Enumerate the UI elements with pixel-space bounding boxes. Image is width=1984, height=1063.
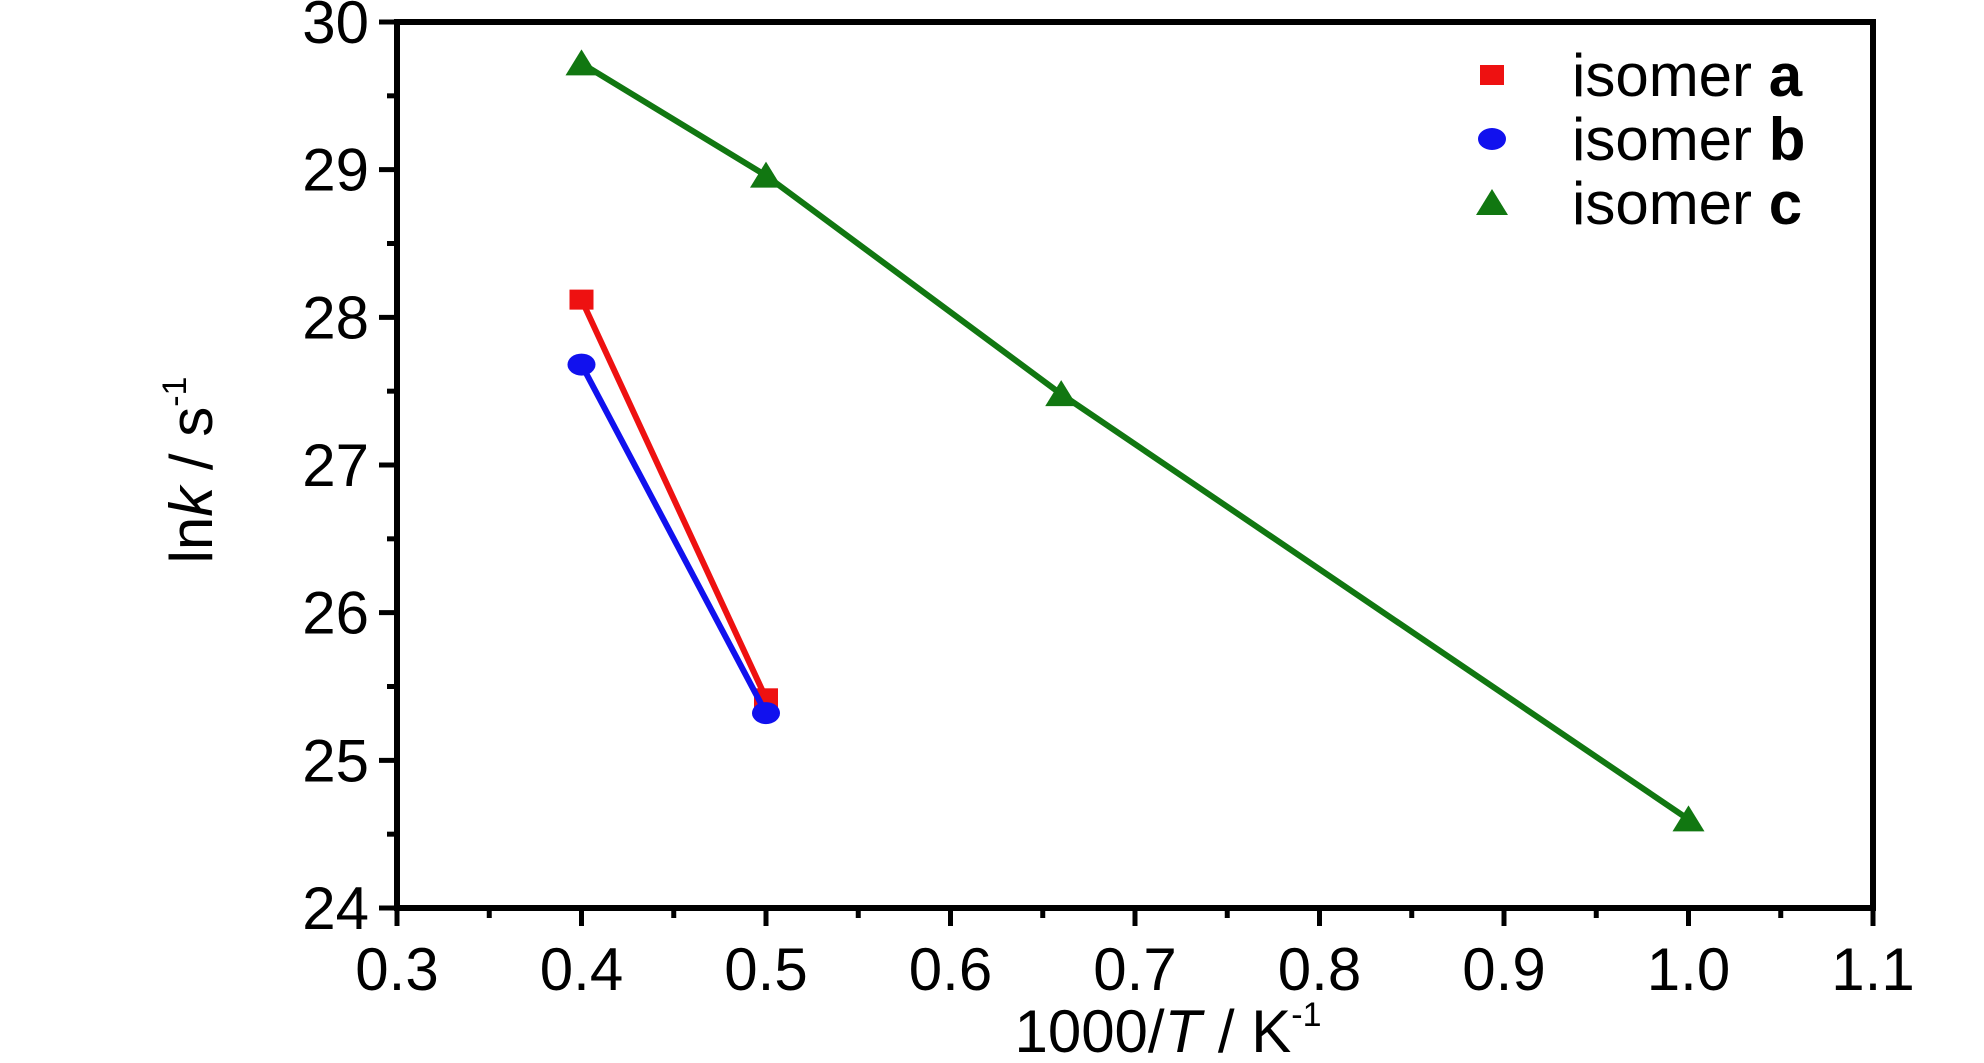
data-point-c bbox=[750, 161, 782, 188]
y-tick-label: 29 bbox=[302, 137, 369, 204]
x-tick-label: 1.1 bbox=[1831, 936, 1914, 1003]
y-tick-label: 27 bbox=[302, 432, 369, 499]
legend-item-c: isomer c bbox=[1476, 170, 1802, 237]
series-c bbox=[565, 49, 1705, 832]
x-tick-label: 0.9 bbox=[1462, 936, 1545, 1003]
legend-label-a: isomer a bbox=[1572, 42, 1803, 109]
y-tick-label: 24 bbox=[302, 875, 369, 942]
legend-marker-c bbox=[1476, 189, 1508, 215]
x-tick-label: 0.7 bbox=[1093, 936, 1176, 1003]
x-tick-label: 1.0 bbox=[1647, 936, 1730, 1003]
legend-marker-a bbox=[1480, 65, 1504, 85]
y-axis-ticks: 24 25 26 27 28 29 30 bbox=[302, 0, 397, 942]
series-line-b bbox=[578, 363, 769, 715]
y-tick-label: 25 bbox=[302, 727, 369, 794]
legend-item-a: isomer a bbox=[1480, 42, 1803, 109]
legend-item-b: isomer b bbox=[1478, 106, 1805, 173]
series-b bbox=[567, 353, 780, 725]
data-point-b bbox=[567, 353, 596, 376]
series-a bbox=[569, 289, 778, 709]
data-point-c bbox=[1672, 805, 1705, 832]
y-tick-label: 28 bbox=[302, 284, 369, 351]
y-tick-label: 30 bbox=[302, 0, 369, 56]
x-tick-label: 0.8 bbox=[1278, 936, 1361, 1003]
series-line-c bbox=[579, 60, 1691, 822]
data-point-b bbox=[752, 702, 780, 725]
y-tick-label: 26 bbox=[302, 580, 369, 647]
legend-label-c: isomer c bbox=[1572, 170, 1802, 237]
data-point-c bbox=[1045, 380, 1078, 407]
data-point-a bbox=[569, 289, 594, 310]
data-point-c bbox=[565, 49, 598, 76]
y-axis-title: lnk / s-1 bbox=[156, 377, 225, 564]
legend-label-b: isomer b bbox=[1572, 106, 1805, 173]
series-line-a bbox=[578, 298, 769, 700]
x-tick-label: 0.4 bbox=[540, 936, 623, 1003]
series-layer bbox=[565, 49, 1705, 832]
x-axis-title: 1000/T / K-1 bbox=[1014, 996, 1321, 1063]
x-tick-label: 0.3 bbox=[355, 936, 438, 1003]
x-axis-ticks: 0.3 0.4 0.5 0.6 0.7 0.8 0.9 1.0 1.1 bbox=[355, 908, 1915, 1003]
x-tick-label: 0.5 bbox=[724, 936, 807, 1003]
legend-marker-b bbox=[1478, 128, 1506, 150]
x-tick-label: 0.6 bbox=[909, 936, 992, 1003]
